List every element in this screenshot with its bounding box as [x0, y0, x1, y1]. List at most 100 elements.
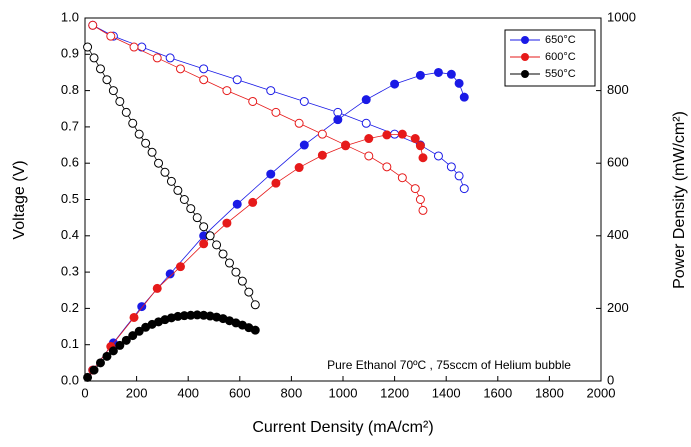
- power-point: [266, 169, 276, 179]
- power-point: [341, 141, 351, 151]
- y-tick-label: 1.0: [61, 9, 79, 24]
- power-point: [108, 346, 118, 356]
- voltage-point: [199, 75, 209, 85]
- voltage-point: [89, 53, 99, 63]
- power-point: [134, 326, 144, 336]
- y2-tick-label: 600: [607, 155, 629, 170]
- power-point: [83, 372, 93, 382]
- x-tick-label: 800: [281, 385, 303, 400]
- voltage-point: [459, 184, 469, 194]
- y-axis-label: Voltage (V): [11, 160, 28, 239]
- power-point: [294, 163, 304, 173]
- voltage-point: [231, 267, 241, 277]
- legend-marker: [521, 36, 529, 44]
- voltage-point: [108, 86, 118, 96]
- voltage-line: [92, 24, 465, 189]
- voltage-point: [244, 287, 254, 297]
- y-tick-label: 0.1: [61, 336, 79, 351]
- voltage-point: [205, 231, 215, 241]
- voltage-point: [141, 138, 151, 148]
- x-tick-label: 1000: [329, 385, 358, 400]
- x-tick-label: 1800: [535, 385, 564, 400]
- y2-tick-label: 0: [607, 372, 614, 387]
- voltage-point: [154, 158, 164, 168]
- legend-box: [504, 29, 596, 87]
- x-tick-label: 400: [177, 385, 199, 400]
- voltage-point: [454, 171, 464, 181]
- x-tick-label: 600: [229, 385, 251, 400]
- voltage-point: [446, 162, 456, 172]
- y-tick-label: 0.0: [61, 372, 79, 387]
- power-point: [454, 78, 464, 88]
- power-point: [299, 140, 309, 150]
- power-point: [165, 269, 175, 279]
- voltage-point: [199, 64, 209, 74]
- voltage-point: [361, 118, 371, 128]
- y-tick-label: 0.6: [61, 155, 79, 170]
- y-tick-label: 0.2: [61, 300, 79, 315]
- power-point: [128, 331, 138, 341]
- voltage-point: [121, 107, 131, 117]
- y-tick-label: 0.9: [61, 46, 79, 61]
- voltage-point: [199, 222, 209, 232]
- voltage-point: [382, 162, 392, 172]
- y2-axis-label: Power Density (mW/cm²): [671, 111, 688, 289]
- power-point: [152, 283, 162, 293]
- voltage-point: [397, 173, 407, 183]
- power-point: [397, 129, 407, 139]
- voltage-point: [83, 42, 93, 52]
- y-tick-label: 0.7: [61, 118, 79, 133]
- voltage-point: [410, 184, 420, 194]
- power-point: [446, 69, 456, 79]
- voltage-point: [218, 249, 228, 259]
- voltage-point: [266, 86, 276, 96]
- power-point: [115, 340, 125, 350]
- voltage-point: [222, 86, 232, 96]
- power-point: [433, 67, 443, 77]
- y2-tick-label: 800: [607, 82, 629, 97]
- voltage-point: [418, 205, 428, 215]
- voltage-point: [248, 96, 258, 106]
- voltage-point: [175, 64, 185, 74]
- y-tick-label: 0.8: [61, 82, 79, 97]
- voltage-point: [165, 53, 175, 63]
- voltage-point: [179, 195, 189, 204]
- voltage-point: [294, 118, 304, 128]
- x-tick-label: 2000: [587, 385, 616, 400]
- voltage-point: [137, 42, 147, 52]
- power-point: [333, 115, 343, 125]
- voltage-point: [237, 276, 247, 286]
- x-tick-label: 0: [81, 385, 88, 400]
- power-point: [95, 358, 105, 368]
- x-tick-label: 1200: [380, 385, 409, 400]
- power-point: [415, 141, 425, 151]
- voltage-point: [364, 151, 374, 161]
- power-point: [175, 262, 185, 272]
- power-point: [271, 178, 281, 188]
- annotation: Pure Ethanol 70ºC , 75sccm of Helium bub…: [327, 358, 571, 372]
- power-point: [410, 134, 420, 144]
- voltage-point: [299, 96, 309, 106]
- voltage-point: [433, 151, 443, 161]
- power-point: [121, 335, 131, 345]
- power-point: [102, 351, 112, 361]
- voltage-point: [250, 300, 260, 310]
- legend-label: 600°C: [545, 51, 576, 63]
- y2-tick-label: 400: [607, 227, 629, 242]
- voltage-point: [95, 64, 105, 74]
- power-point: [199, 239, 209, 249]
- power-point: [459, 92, 469, 102]
- voltage-point: [186, 204, 196, 214]
- voltage-point: [147, 147, 157, 157]
- voltage-point: [317, 129, 327, 139]
- legend-label: 650°C: [545, 34, 576, 46]
- power-point: [232, 199, 242, 209]
- voltage-point: [102, 75, 112, 85]
- voltage-point: [115, 96, 125, 106]
- x-tick-label: 1400: [432, 385, 461, 400]
- voltage-point: [128, 118, 138, 128]
- voltage-point: [160, 167, 170, 177]
- y2-tick-label: 200: [607, 300, 629, 315]
- power-point: [317, 150, 327, 160]
- y2-tick-label: 1000: [607, 9, 636, 24]
